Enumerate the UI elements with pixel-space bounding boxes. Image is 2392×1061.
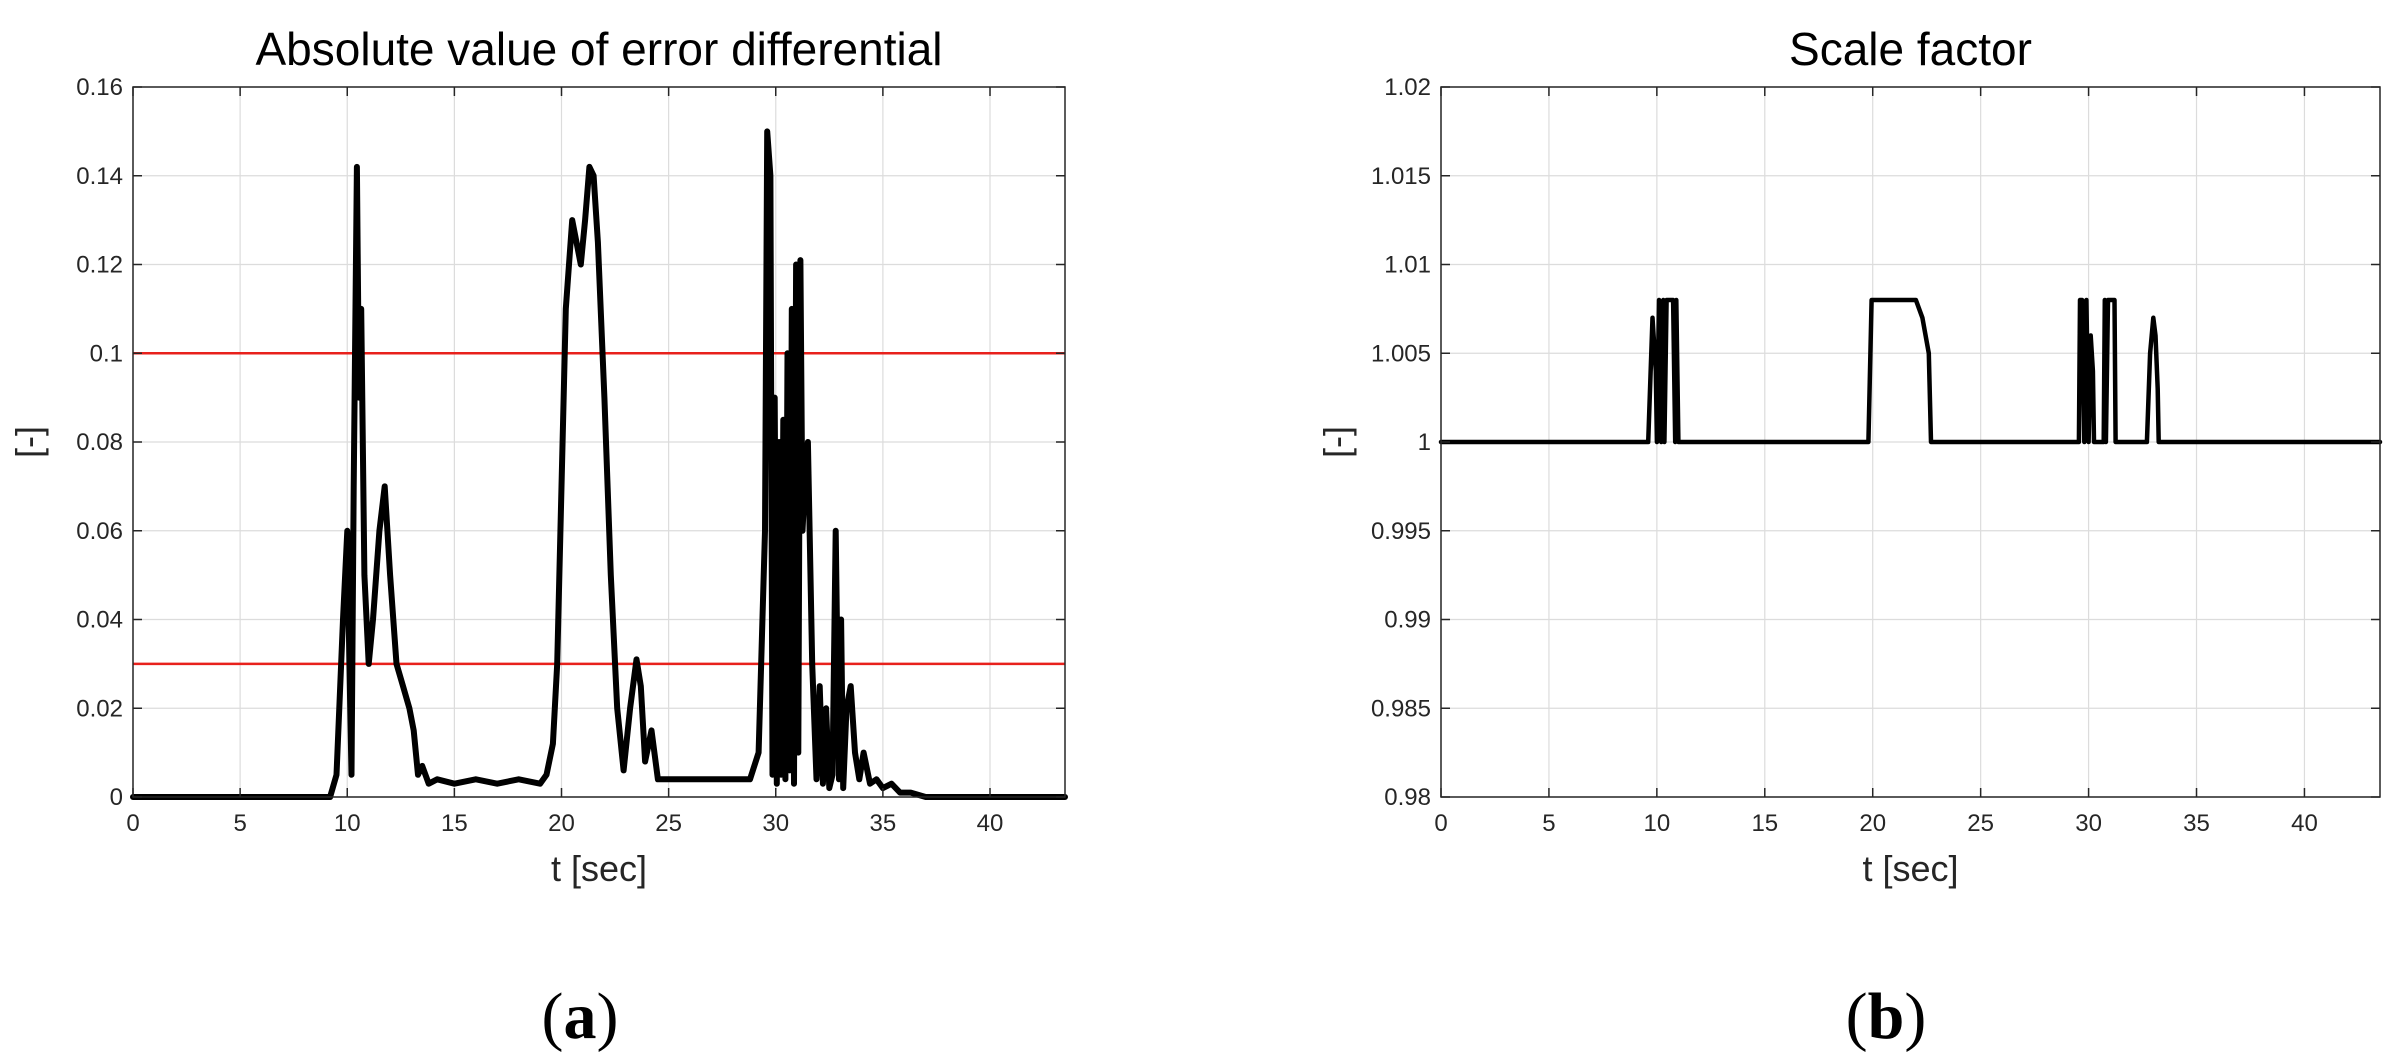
chart-b-xtick-label: 20 xyxy=(1859,810,1886,837)
chart-a-ylabel: [-] xyxy=(8,426,49,458)
chart-b-ytick-label: 0.99 xyxy=(1384,607,1431,634)
chart-a-xtick-label: 30 xyxy=(762,810,789,837)
chart-a-xtick-label: 25 xyxy=(655,810,682,837)
chart-b-xlabel: t [sec] xyxy=(1862,848,1958,889)
chart-a-xlabel: t [sec] xyxy=(551,848,647,889)
chart-b-ytick-label: 0.98 xyxy=(1384,784,1431,811)
chart-a-series-line xyxy=(130,128,1068,800)
chart-b-ytick-label: 1.005 xyxy=(1371,340,1431,367)
chart-b-ytick-label: 1.01 xyxy=(1384,252,1431,279)
chart-b-xtick-label: 40 xyxy=(2291,810,2318,837)
chart-b-ytick-label: 1.015 xyxy=(1371,163,1431,190)
chart-a-ytick-label: 0.04 xyxy=(76,607,123,634)
chart-b-ylabel: [-] xyxy=(1316,426,1357,458)
chart-a-xtick-label: 0 xyxy=(126,810,139,837)
chart-b-ytick-label: 1 xyxy=(1418,429,1431,456)
chart-a-ytick-label: 0.06 xyxy=(76,518,123,545)
chart-a-ytick-label: 0.08 xyxy=(76,429,123,456)
chart-a-ytick-label: 0.1 xyxy=(90,340,123,367)
panel-label-a: (a) xyxy=(542,980,619,1053)
panel-label-a-letter: a xyxy=(564,980,597,1053)
chart-a-xtick-label: 35 xyxy=(870,810,897,837)
chart-a-reference-lines xyxy=(133,352,1065,666)
chart-b-xtick-label: 25 xyxy=(1967,810,1994,837)
panel-label-a-open: ( xyxy=(542,980,564,1053)
chart-a-ticks: 0 5 10 15 20 25 30 35 40 0 0.02 0.04 0.06 0.08 0.1 0.12… xyxy=(76,74,1065,837)
chart-b-ytick-label: 1.02 xyxy=(1384,74,1431,101)
panel-label-b-close: ) xyxy=(1904,980,1926,1053)
chart-b-xtick-label: 0 xyxy=(1434,810,1447,837)
chart-a-xtick-label: 40 xyxy=(977,810,1004,837)
chart-a-ytick-label: 0.16 xyxy=(76,74,123,101)
chart-b-ytick-label: 0.985 xyxy=(1371,695,1431,722)
panel-label-b-open: ( xyxy=(1846,980,1868,1053)
chart-a-ytick-label: 0 xyxy=(110,784,123,811)
chart-a-title: Absolute value of error differential xyxy=(256,23,943,75)
chart-b-xtick-label: 5 xyxy=(1542,810,1555,837)
chart-a: Absolute value of error differential 0 5 1… xyxy=(8,23,1068,889)
chart-b-title: Scale factor xyxy=(1789,23,2032,75)
chart-b: Scale factor 0 5 10 15 20 25 30 35 40 0.98 0.985 0.… xyxy=(1316,23,2383,889)
chart-a-xtick-label: 20 xyxy=(548,810,575,837)
panel-label-b: (b) xyxy=(1846,980,1927,1053)
panel-label-a-close: ) xyxy=(597,980,619,1053)
chart-b-xtick-label: 35 xyxy=(2183,810,2210,837)
chart-b-ytick-label: 0.995 xyxy=(1371,518,1431,545)
chart-a-ytick-label: 0.12 xyxy=(76,252,123,279)
chart-a-xtick-label: 15 xyxy=(441,810,468,837)
chart-b-ticks: 0 5 10 15 20 25 30 35 40 0.98 0.985 0.99 0.995 1 1.005… xyxy=(1371,74,2380,837)
chart-b-series-line xyxy=(1438,297,2383,445)
chart-a-ytick-label: 0.14 xyxy=(76,163,123,190)
chart-a-xtick-label: 10 xyxy=(334,810,361,837)
panel-label-b-letter: b xyxy=(1868,980,1905,1053)
chart-b-xtick-label: 15 xyxy=(1751,810,1778,837)
chart-b-xtick-label: 30 xyxy=(2075,810,2102,837)
chart-a-ytick-label: 0.02 xyxy=(76,695,123,722)
chart-a-xtick-label: 5 xyxy=(233,810,246,837)
chart-b-xtick-label: 10 xyxy=(1644,810,1671,837)
